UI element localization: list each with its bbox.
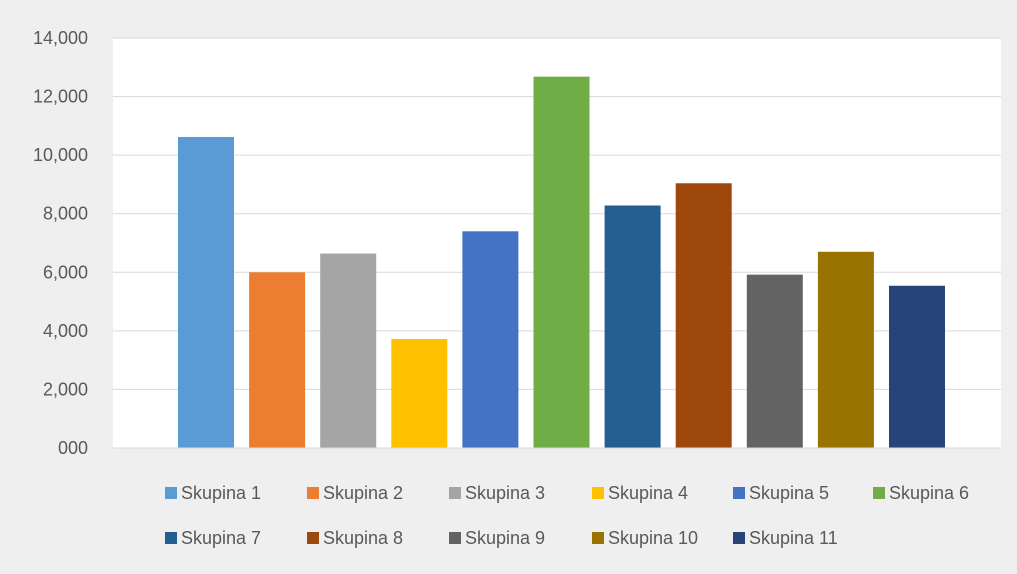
y-tick-label: 000 <box>58 438 88 458</box>
bar <box>320 253 377 448</box>
legend-swatch <box>592 487 604 499</box>
legend-swatch <box>307 532 319 544</box>
legend-label: Skupina 5 <box>749 483 829 503</box>
legend-item: Skupina 2 <box>307 483 403 503</box>
legend-swatch <box>733 532 745 544</box>
legend-swatch <box>165 487 177 499</box>
legend-swatch <box>165 532 177 544</box>
bar <box>533 76 590 449</box>
bar <box>675 183 732 448</box>
y-tick-label: 2,000 <box>43 379 88 399</box>
legend-swatch <box>873 487 885 499</box>
y-tick-label: 6,000 <box>43 262 88 282</box>
legend-swatch <box>449 532 461 544</box>
bar <box>889 285 945 448</box>
bar <box>604 205 661 448</box>
legend-swatch <box>307 487 319 499</box>
legend-label: Skupina 2 <box>323 483 403 503</box>
chart-area: 000 2,000 4,000 6,000 8,000 10,000 12,000 14,00… <box>10 8 1008 566</box>
y-axis-tick-labels: 000 2,000 4,000 6,000 8,000 10,000 12,000 14,00… <box>33 28 88 458</box>
legend-swatch <box>592 532 604 544</box>
bar <box>817 251 874 448</box>
legend-item: Skupina 7 <box>165 528 261 548</box>
legend-item: Skupina 9 <box>449 528 545 548</box>
legend-label: Skupina 6 <box>889 483 969 503</box>
legend-label: Skupina 8 <box>323 528 403 548</box>
legend-label: Skupina 9 <box>465 528 545 548</box>
bar <box>249 272 306 448</box>
legend-label: Skupina 1 <box>181 483 261 503</box>
legend-item: Skupina 5 <box>733 483 829 503</box>
legend-item: Skupina 4 <box>592 483 688 503</box>
bar <box>178 136 234 448</box>
legend-label: Skupina 7 <box>181 528 261 548</box>
y-tick-label: 10,000 <box>33 145 88 165</box>
legend-item: Skupina 3 <box>449 483 545 503</box>
legend-label: Skupina 10 <box>608 528 698 548</box>
legend-item: Skupina 6 <box>873 483 969 503</box>
legend-item: Skupina 11 <box>733 528 838 548</box>
bar <box>746 274 803 448</box>
legend: Skupina 1 Skupina 2 Skupina 3 Skupina 4 Skup… <box>165 483 969 548</box>
legend-item: Skupina 10 <box>592 528 698 548</box>
legend-item: Skupina 1 <box>165 483 261 503</box>
legend-swatch <box>449 487 461 499</box>
bars <box>178 76 945 449</box>
y-tick-label: 12,000 <box>33 87 88 107</box>
y-tick-label: 4,000 <box>43 321 88 341</box>
legend-label: Skupina 4 <box>608 483 688 503</box>
bar-chart: 000 2,000 4,000 6,000 8,000 10,000 12,000 14,00… <box>33 28 1001 548</box>
y-tick-label: 14,000 <box>33 28 88 48</box>
legend-label: Skupina 11 <box>749 528 838 548</box>
legend-label: Skupina 3 <box>465 483 545 503</box>
legend-swatch <box>733 487 745 499</box>
y-tick-label: 8,000 <box>43 204 88 224</box>
legend-item: Skupina 8 <box>307 528 403 548</box>
bar <box>391 339 448 448</box>
bar <box>462 231 519 448</box>
